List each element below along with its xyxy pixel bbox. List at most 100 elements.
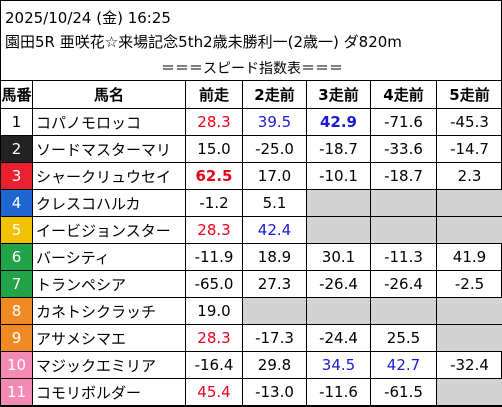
speed-index-cell: -26.4 [306,270,371,298]
horse-name: コパノモロッコ [32,108,186,136]
empty-cell [436,189,502,217]
horse-number: 8 [0,297,33,325]
speed-index-cell: 42.7 [370,351,437,379]
speed-index-cell: 17.0 [242,162,307,190]
horse-name: バーシティ [32,243,186,271]
empty-cell [370,297,437,325]
speed-index-cell: -16.4 [185,351,243,379]
column-header: 3走前 [306,80,371,109]
speed-index-cell: 34.5 [306,351,371,379]
speed-index-cell: -61.5 [370,378,437,406]
empty-cell [242,297,307,325]
column-header: 馬番 [0,80,33,109]
table-body: 1 コパノモロッコ 28.3 39.5 42.9 -71.6 -45.3 2 ソードマスターマリ… [0,108,502,406]
speed-index-cell: -17.3 [242,324,307,352]
table-row: 7 トランペシア -65.0 27.3 -26.4 -26.4 -2.5 [0,270,502,298]
speed-index-cell: -24.4 [306,324,371,352]
speed-index-cell: 29.8 [242,351,307,379]
table-row: 1 コパノモロッコ 28.3 39.5 42.9 -71.6 -45.3 [0,108,502,136]
speed-index-cell: 30.1 [306,243,371,271]
horse-number: 4 [0,189,33,217]
speed-index-cell: -13.0 [242,378,307,406]
date-time: 2025/10/24 (金) 16:25 [5,9,171,27]
column-header: 4走前 [370,80,437,109]
speed-index-cell: 15.0 [185,135,243,163]
horse-name: イービジョンスター [32,216,186,244]
speed-index-cell: 25.5 [370,324,437,352]
speed-index-cell: -11.9 [185,243,243,271]
empty-cell [306,216,371,244]
speed-index-cell: -18.7 [306,135,371,163]
column-header: 前走 [185,80,243,109]
horse-name: アサメシマエ [32,324,186,352]
empty-cell [436,378,502,406]
horse-number: 2 [0,135,33,163]
empty-cell [436,297,502,325]
speed-index-cell: -2.5 [436,270,502,298]
column-header: 馬名 [32,80,186,109]
column-header: 5走前 [436,80,502,109]
horse-number: 1 [0,108,33,136]
speed-index-cell: -25.0 [242,135,307,163]
table-row: 9 アサメシマエ 28.3 -17.3 -24.4 25.5 [0,324,502,352]
speed-index-cell: 2.3 [436,162,502,190]
table-row: 2 ソードマスターマリ 15.0 -25.0 -18.7 -33.6 -14.7 [0,135,502,163]
horse-name: トランペシア [32,270,186,298]
horse-name: クレスコハルカ [32,189,186,217]
empty-cell [436,216,502,244]
speed-index-cell: 18.9 [242,243,307,271]
speed-index-cell: 39.5 [242,108,307,136]
horse-name: カネトシクラッチ [32,297,186,325]
horse-number: 9 [0,324,33,352]
horse-number: 10 [0,351,33,379]
empty-cell [306,297,371,325]
speed-index-cell: -32.4 [436,351,502,379]
empty-cell [306,189,371,217]
table-row: 5 イービジョンスター 28.3 42.4 [0,216,502,244]
horse-number: 6 [0,243,33,271]
empty-cell [370,216,437,244]
table-row: 4 クレスコハルカ -1.2 5.1 [0,189,502,217]
speed-index-cell: -1.2 [185,189,243,217]
table-row: 8 カネトシクラッチ 19.0 [0,297,502,325]
table-header-row: 馬番 馬名 前走 2走前 3走前 4走前 5走前 [0,80,502,109]
horse-name: ソードマスターマリ [32,135,186,163]
table-row: 6 バーシティ -11.9 18.9 30.1 -11.3 41.9 [0,243,502,271]
speed-index-cell: 19.0 [185,297,243,325]
speed-index-cell: 28.3 [185,108,243,136]
horse-number: 11 [0,378,33,406]
horse-number: 5 [0,216,33,244]
horse-number: 3 [0,162,33,190]
speed-index-cell: -11.3 [370,243,437,271]
column-header: 2走前 [242,80,307,109]
speed-index-cell: 28.3 [185,324,243,352]
table-row: 11 コモリボルダー 45.4 -13.0 -11.6 -61.5 [0,378,502,406]
empty-cell [436,324,502,352]
speed-index-cell: -10.1 [306,162,371,190]
horse-number: 7 [0,270,33,298]
speed-index-cell: 41.9 [436,243,502,271]
horse-name: マジックエミリア [32,351,186,379]
speed-index-cell: 42.4 [242,216,307,244]
speed-index-cell: -33.6 [370,135,437,163]
table-row: 3 シャークリュウセイ 62.5 17.0 -10.1 -18.7 2.3 [0,162,502,190]
race-title: 園田5R 亜咲花☆来場記念5th2歳未勝利一(2歳一) ダ820m [5,33,402,51]
speed-index-cell: -18.7 [370,162,437,190]
speed-index-cell: 5.1 [242,189,307,217]
speed-index-cell: 27.3 [242,270,307,298]
horse-name: シャークリュウセイ [32,162,186,190]
table-title: ＝＝＝スピード指数表＝＝＝ [161,61,343,77]
speed-index-cell: -26.4 [370,270,437,298]
horse-name: コモリボルダー [32,378,186,406]
speed-index-cell: 28.3 [185,216,243,244]
speed-index-cell: -71.6 [370,108,437,136]
speed-index-cell: -45.3 [436,108,502,136]
speed-index-cell: -14.7 [436,135,502,163]
table-row: 10 マジックエミリア -16.4 29.8 34.5 42.7 -32.4 [0,351,502,379]
speed-index-cell: 42.9 [306,108,371,136]
speed-index-cell: -11.6 [306,378,371,406]
speed-index-table: 馬番 馬名 前走 2走前 3走前 4走前 5走前 1 コパノモロッコ 28.3 39.… [0,80,502,406]
speed-index-cell: 45.4 [185,378,243,406]
empty-cell [370,189,437,217]
speed-index-cell: 62.5 [185,162,243,190]
